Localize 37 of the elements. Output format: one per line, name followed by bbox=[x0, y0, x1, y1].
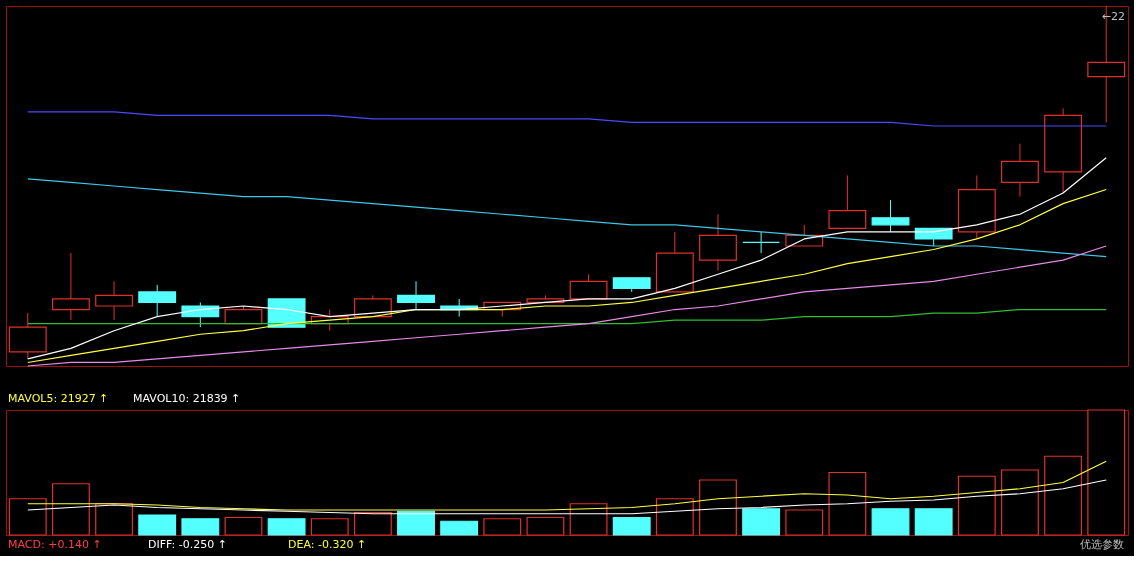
bar bbox=[353, 511, 392, 536]
bar bbox=[828, 471, 867, 536]
bar bbox=[785, 509, 824, 536]
bar bbox=[138, 514, 177, 536]
bar bbox=[914, 508, 953, 536]
text: DEA: -0.320 ↑ bbox=[288, 538, 367, 551]
bar bbox=[957, 475, 996, 536]
bar bbox=[1087, 409, 1126, 536]
text: DIFF: -0.250 ↑ bbox=[148, 538, 227, 551]
candlestick bbox=[1087, 5, 1126, 123]
bar bbox=[181, 518, 220, 536]
candlestick bbox=[742, 231, 781, 254]
bar bbox=[8, 498, 47, 536]
bar bbox=[871, 508, 910, 536]
candlestick bbox=[397, 280, 435, 311]
bar bbox=[569, 503, 608, 536]
bar bbox=[1044, 455, 1083, 536]
bar bbox=[655, 498, 694, 536]
bar bbox=[51, 483, 90, 536]
bar bbox=[267, 518, 306, 536]
bar bbox=[612, 516, 651, 536]
bar bbox=[224, 516, 263, 536]
candlestick bbox=[51, 252, 90, 321]
bar bbox=[440, 520, 479, 536]
bar bbox=[1001, 469, 1039, 536]
text: 优选参数 bbox=[1080, 538, 1124, 551]
candlestick bbox=[871, 199, 910, 233]
bar bbox=[526, 516, 565, 536]
bar bbox=[95, 503, 133, 536]
text: MAVOL5: 21927 ↑ bbox=[8, 392, 109, 405]
bar bbox=[742, 508, 781, 536]
text: MACD: +0.140 ↑ bbox=[8, 538, 102, 551]
bar bbox=[310, 518, 349, 536]
bar bbox=[699, 479, 737, 536]
text: MAVOL10: 21839 ↑ bbox=[133, 392, 241, 405]
bar bbox=[397, 510, 435, 536]
bar bbox=[483, 518, 522, 536]
